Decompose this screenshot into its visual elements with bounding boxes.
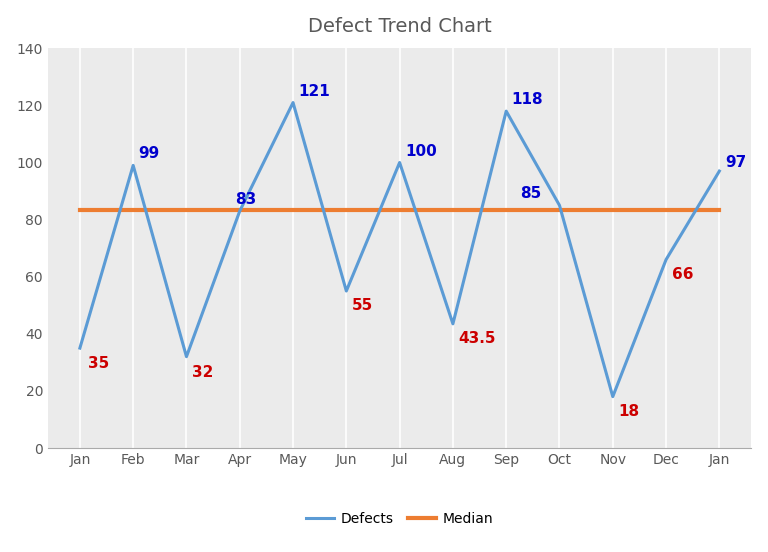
- Defects: [235, 208, 244, 214]
- Defects: [608, 394, 617, 400]
- Median: [395, 206, 404, 213]
- Defects: [661, 256, 670, 263]
- Text: 66: 66: [672, 267, 694, 282]
- Text: 85: 85: [521, 187, 542, 201]
- Median: [661, 206, 670, 213]
- Defects: [715, 168, 724, 174]
- Defects: [182, 353, 191, 360]
- Defects: [449, 321, 458, 327]
- Median: [608, 206, 617, 213]
- Text: 97: 97: [725, 155, 746, 170]
- Text: 55: 55: [352, 299, 373, 314]
- Median: [715, 206, 724, 213]
- Median: [182, 206, 191, 213]
- Median: [502, 206, 511, 213]
- Text: 121: 121: [299, 84, 330, 99]
- Defects: [395, 159, 404, 166]
- Title: Defect Trend Chart: Defect Trend Chart: [308, 17, 492, 36]
- Legend: Defects, Median: Defects, Median: [300, 507, 498, 532]
- Median: [289, 206, 298, 213]
- Median: [342, 206, 351, 213]
- Median: [235, 206, 244, 213]
- Median: [75, 206, 84, 213]
- Defects: [502, 108, 511, 114]
- Defects: [555, 202, 564, 209]
- Median: [449, 206, 458, 213]
- Defects: [342, 288, 351, 294]
- Text: 99: 99: [139, 146, 160, 161]
- Median: [128, 206, 137, 213]
- Defects: [128, 162, 137, 169]
- Line: Defects: Defects: [80, 103, 720, 397]
- Text: 83: 83: [236, 192, 257, 207]
- Median: [555, 206, 564, 213]
- Defects: [289, 99, 298, 106]
- Text: 43.5: 43.5: [458, 331, 496, 346]
- Defects: [75, 345, 84, 352]
- Text: 18: 18: [618, 404, 640, 419]
- Text: 100: 100: [406, 144, 437, 158]
- Text: 118: 118: [511, 92, 544, 107]
- Text: 35: 35: [88, 355, 110, 370]
- Text: 32: 32: [192, 365, 214, 380]
